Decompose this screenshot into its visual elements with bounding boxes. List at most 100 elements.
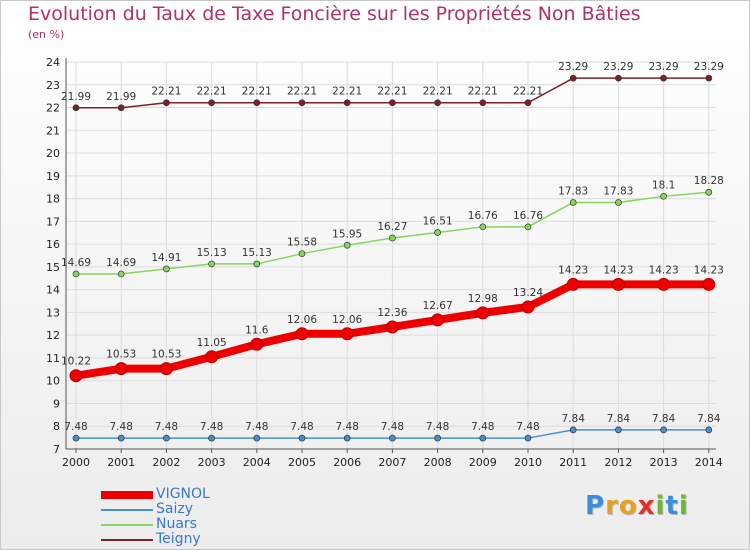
data-label: 15.58 [287, 237, 317, 249]
data-point [566, 277, 580, 291]
x-tick-label: 2001 [107, 456, 135, 469]
x-tick-label: 2011 [559, 456, 587, 469]
data-label: 17.83 [558, 185, 588, 197]
data-point [389, 434, 396, 442]
data-label: 14.23 [558, 264, 588, 276]
data-point [343, 434, 351, 442]
legend-swatch [101, 539, 153, 541]
data-point [479, 99, 487, 107]
data-label: 7.48 [64, 421, 87, 433]
logo-letter: x [637, 491, 656, 521]
data-label: 23.29 [603, 61, 633, 73]
logo-letter: o [618, 491, 638, 521]
x-tick-label: 2007 [378, 456, 406, 469]
data-label: 7.48 [471, 421, 494, 433]
data-label: 10.22 [61, 356, 91, 368]
data-label: 7.48 [110, 421, 133, 433]
logo-letter: i [655, 491, 666, 521]
y-tick-label: 14 [46, 284, 60, 297]
series-saizy: 7.48 7.48 7.48 7.48 7.48 7.48 7.48 7.48 7.48 7.48… [64, 413, 721, 442]
data-point [524, 99, 532, 107]
data-label: 16.76 [513, 210, 543, 222]
y-axis-unit: (en %) [28, 28, 65, 41]
data-point [705, 74, 713, 82]
data-point [705, 188, 713, 196]
data-point [343, 99, 351, 107]
data-label: 7.48 [155, 421, 178, 433]
y-tick-label: 12 [46, 329, 60, 342]
data-label: 14.91 [151, 252, 181, 264]
logo-letter: P [585, 491, 606, 521]
data-label: 18.1 [652, 179, 675, 191]
data-point [615, 74, 622, 82]
data-label: 22.21 [242, 86, 272, 98]
data-label: 7.48 [336, 421, 359, 433]
y-tick-label: 24 [46, 56, 60, 69]
data-point [298, 434, 306, 442]
y-tick-label: 21 [46, 124, 60, 137]
data-point [340, 327, 354, 341]
data-label: 21.99 [61, 91, 91, 103]
data-label: 7.48 [516, 421, 539, 433]
y-tick-label: 23 [46, 79, 60, 92]
data-point [705, 426, 713, 434]
data-label: 13.24 [513, 287, 543, 299]
data-point [343, 241, 351, 249]
data-point [114, 362, 128, 376]
data-point [434, 99, 441, 107]
data-label: 22.21 [513, 86, 543, 98]
data-label: 22.21 [287, 86, 317, 98]
y-tick-label: 9 [53, 397, 60, 410]
legend-label: Saizy [156, 501, 193, 517]
y-tick-label: 22 [46, 102, 60, 115]
series-nuars: 14.69 14.69 14.91 15.13 15.13 15.58 15.95 16.27… [61, 175, 724, 278]
data-point [389, 234, 396, 242]
data-point [569, 74, 577, 82]
data-label: 7.84 [697, 413, 721, 425]
data-point [72, 104, 80, 112]
data-label: 16.51 [423, 216, 453, 228]
data-label: 12.36 [377, 307, 407, 319]
data-label: 12.98 [468, 293, 498, 305]
data-label: 17.83 [603, 185, 633, 197]
data-label: 23.29 [558, 61, 588, 73]
data-label: 22.21 [332, 86, 362, 98]
data-point [524, 223, 532, 231]
data-point [253, 99, 261, 107]
axes: 7 8 9 10 11 12 13 14 15 16 17 18 19 20 21 22 23 24 2000 200… [46, 56, 723, 469]
data-label: 23.29 [649, 61, 679, 73]
data-point [208, 260, 215, 268]
x-tick-label: 2008 [424, 456, 452, 469]
data-label: 15.95 [332, 228, 362, 240]
data-point [476, 306, 490, 320]
data-label: 7.48 [245, 421, 268, 433]
data-label: 16.27 [377, 221, 407, 233]
y-tick-label: 8 [53, 420, 60, 433]
data-label: 7.84 [607, 413, 631, 425]
x-tick-label: 2013 [650, 456, 678, 469]
data-label: 22.21 [468, 86, 498, 98]
series-vignol: 10.22 10.53 10.53 11.05 11.6 12.06 12.06 12.36 1… [61, 264, 724, 383]
y-tick-label: 18 [46, 193, 60, 206]
legend-swatch [101, 509, 153, 511]
data-label: 14.23 [649, 264, 679, 276]
data-point [163, 265, 170, 273]
legend-label: Nuars [156, 516, 197, 532]
data-label: 7.48 [381, 421, 404, 433]
grid-lines [66, 61, 716, 450]
data-point [657, 277, 671, 291]
data-label: 18.28 [694, 175, 724, 187]
data-point [702, 277, 716, 291]
data-point [253, 260, 261, 268]
data-label: 12.67 [423, 300, 453, 312]
data-point [611, 277, 625, 291]
x-tick-label: 2012 [604, 456, 632, 469]
data-label: 7.84 [562, 413, 586, 425]
data-point [205, 350, 219, 364]
y-tick-label: 16 [46, 238, 60, 251]
data-point [69, 369, 83, 383]
y-tick-label: 10 [46, 375, 60, 388]
data-point [479, 223, 487, 231]
series-teigny: 21.99 21.99 22.21 22.21 22.21 22.21 22.21 22.21… [61, 61, 724, 112]
